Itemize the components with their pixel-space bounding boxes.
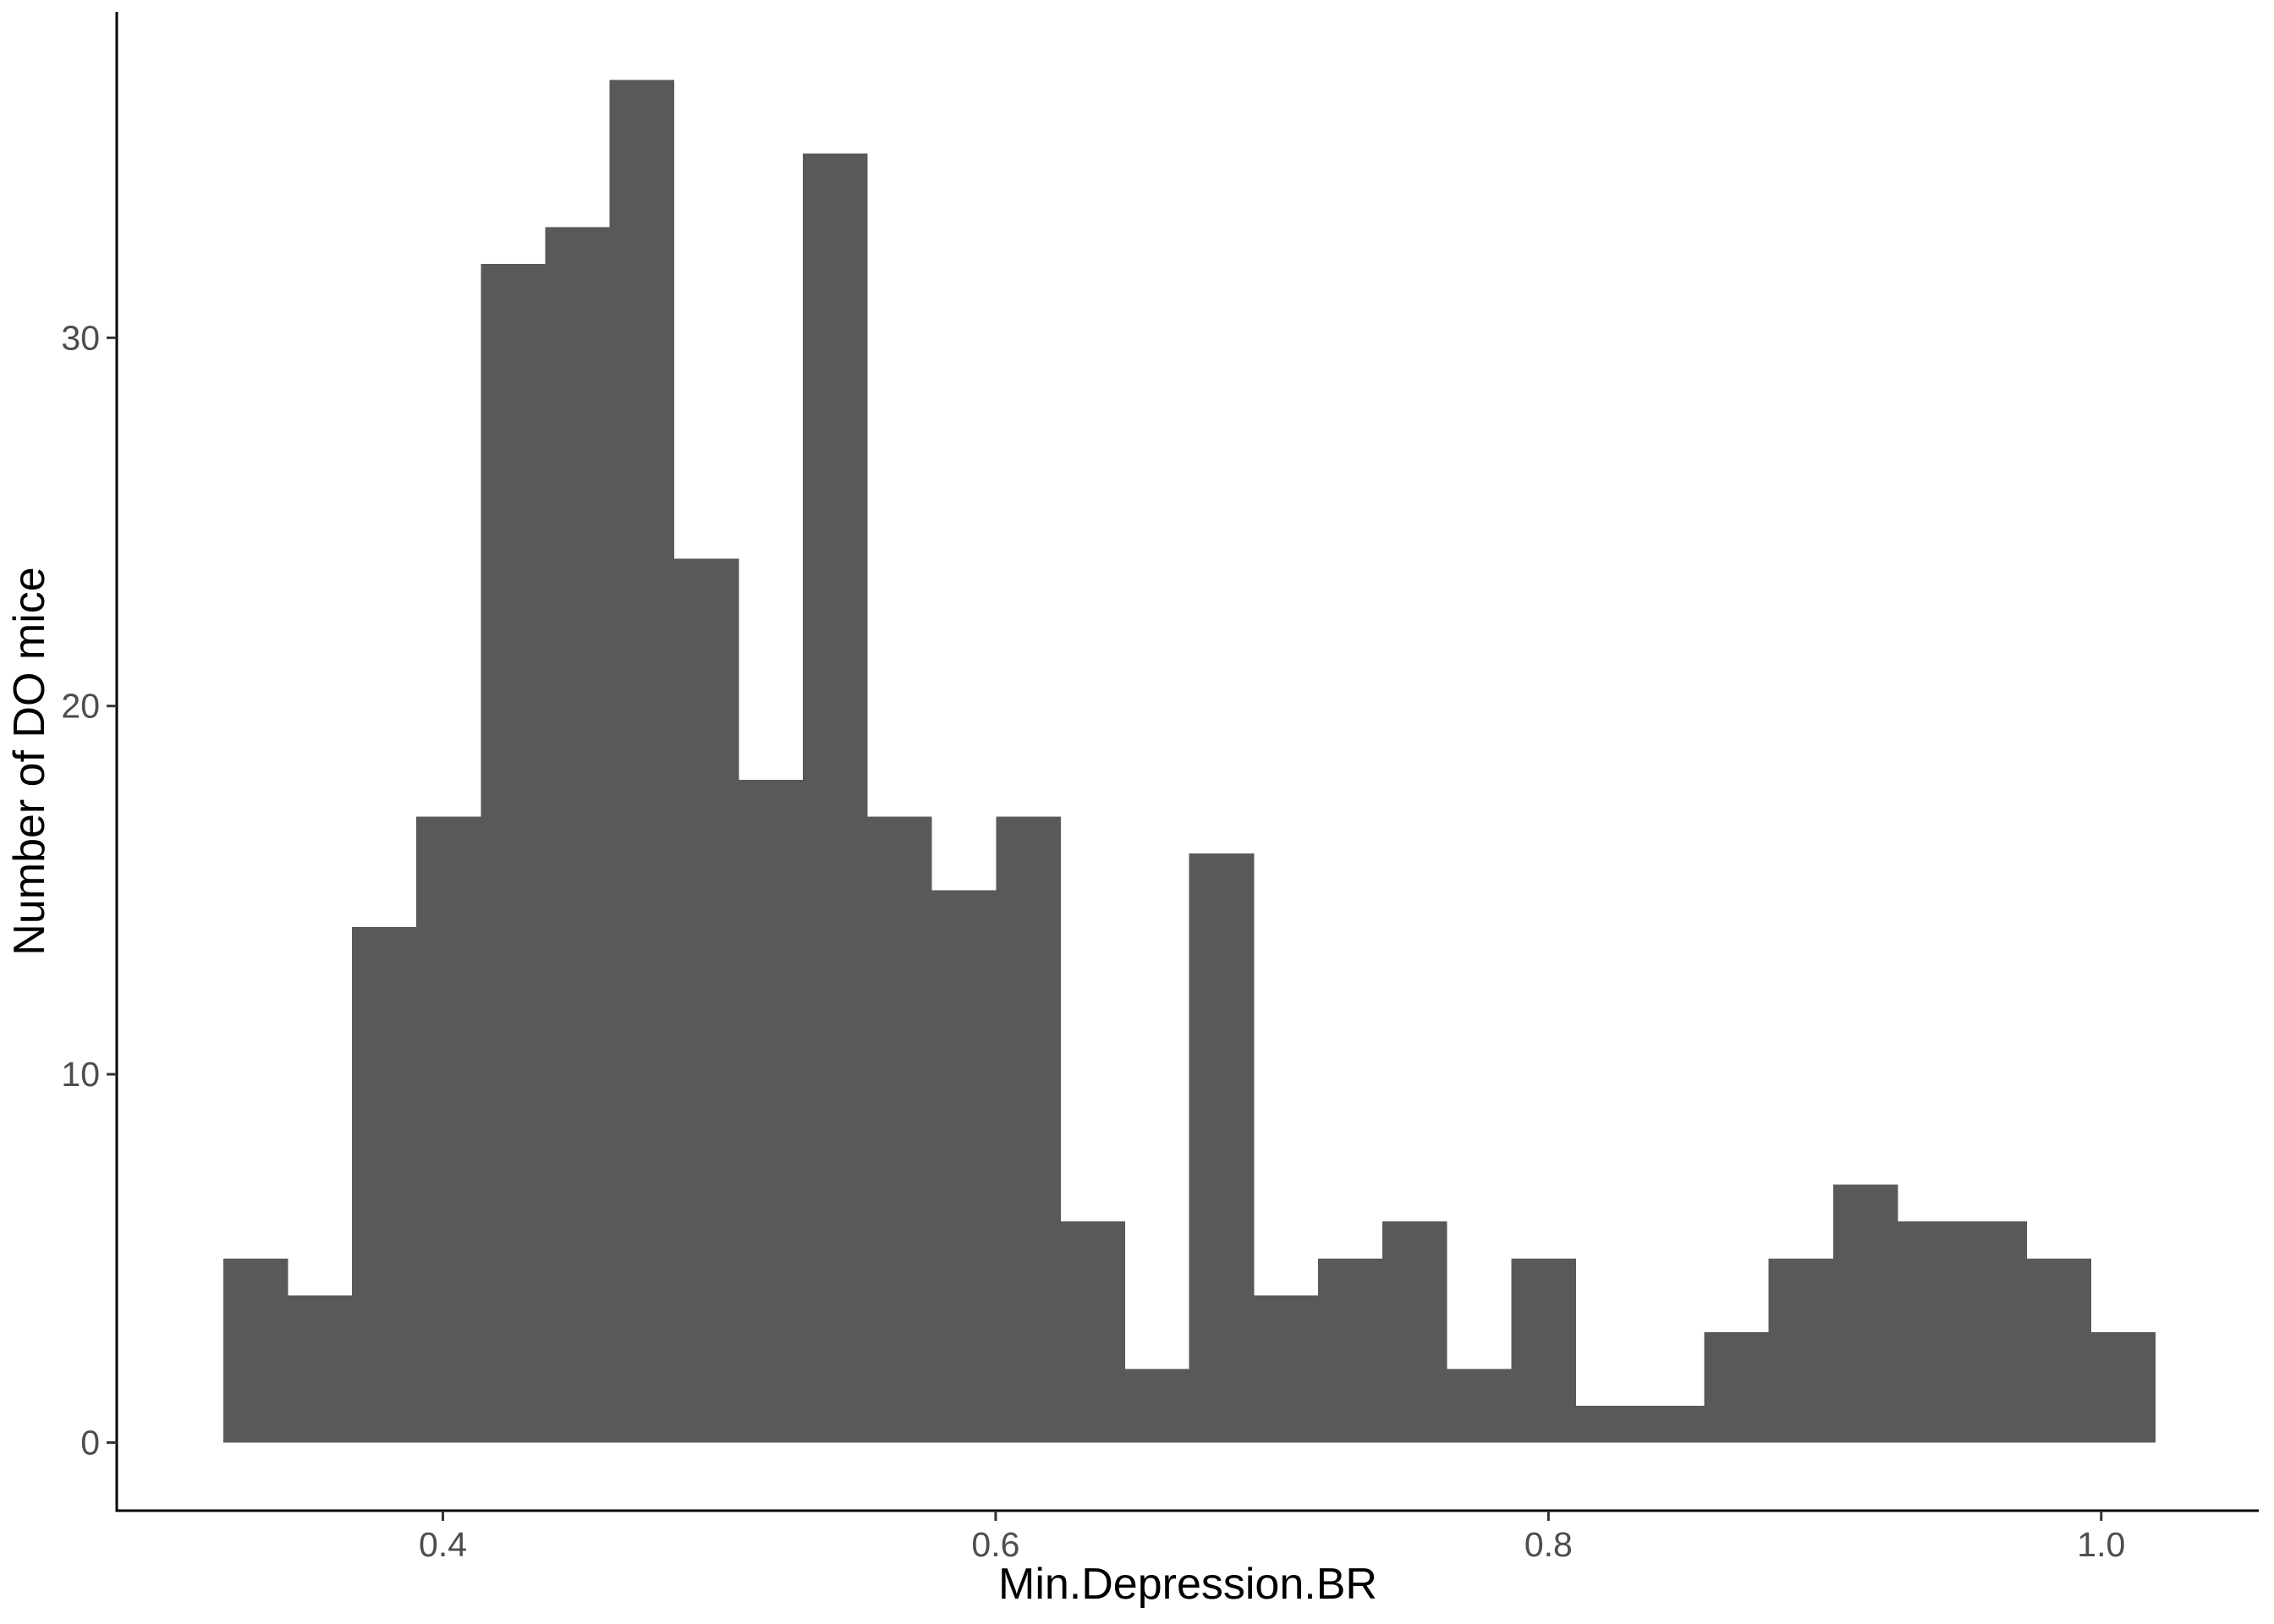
histogram-bar bbox=[609, 80, 675, 1443]
histogram-bar bbox=[352, 926, 417, 1443]
histogram-bar bbox=[1575, 1405, 1641, 1443]
histogram-bar bbox=[673, 558, 739, 1443]
x-axis-title: Min.Depression.BR bbox=[998, 1560, 1377, 1609]
histogram-bar bbox=[416, 816, 481, 1443]
x-tick-label: 1.0 bbox=[2077, 1525, 2125, 1564]
histogram-bar bbox=[931, 890, 997, 1443]
axes-group bbox=[115, 12, 2259, 1512]
histogram-bar bbox=[867, 816, 932, 1443]
histogram-bar bbox=[1768, 1258, 1834, 1443]
histogram-bar bbox=[2090, 1331, 2156, 1443]
histogram-bar bbox=[1640, 1405, 1706, 1443]
histogram-bar bbox=[222, 1258, 288, 1443]
histogram-bar bbox=[545, 227, 611, 1443]
histogram-bar bbox=[1511, 1258, 1576, 1443]
histogram-bar bbox=[1897, 1221, 1963, 1443]
histogram-bar bbox=[1962, 1221, 2027, 1443]
histogram-bar bbox=[1832, 1184, 1898, 1443]
y-tick-label: 30 bbox=[61, 318, 100, 357]
axis-lines bbox=[115, 12, 2259, 1512]
histogram-bar bbox=[2026, 1258, 2091, 1443]
histogram-bar bbox=[1060, 1221, 1126, 1443]
y-tick-label: 20 bbox=[61, 687, 100, 726]
y-axis-title: Number of DO mice bbox=[5, 567, 54, 955]
y-ticks-group: 0 10 20 30 bbox=[61, 318, 117, 1462]
histogram-bar bbox=[287, 1295, 353, 1443]
x-tick-label: 0.8 bbox=[1524, 1525, 1573, 1564]
x-tick-label: 0.6 bbox=[971, 1525, 1019, 1564]
x-ticks-group: 0.4 0.6 0.8 1.0 bbox=[419, 1511, 2125, 1564]
histogram-bar bbox=[738, 779, 804, 1443]
histogram-bar bbox=[802, 153, 868, 1443]
y-tick-label: 10 bbox=[61, 1055, 100, 1094]
y-tick-label: 0 bbox=[80, 1423, 100, 1462]
histogram-bar bbox=[1382, 1221, 1447, 1443]
histogram-bar bbox=[1447, 1369, 1512, 1443]
histogram-bar bbox=[1124, 1369, 1190, 1443]
histogram-bar bbox=[1189, 853, 1255, 1443]
x-tick-label: 0.4 bbox=[419, 1525, 467, 1564]
histogram-bar bbox=[1317, 1258, 1383, 1443]
histogram-bar bbox=[481, 264, 546, 1443]
histogram-bar bbox=[1704, 1331, 1770, 1443]
bars-group bbox=[222, 80, 2156, 1443]
histogram-bar bbox=[1253, 1295, 1319, 1443]
histogram-bar bbox=[996, 816, 1061, 1443]
